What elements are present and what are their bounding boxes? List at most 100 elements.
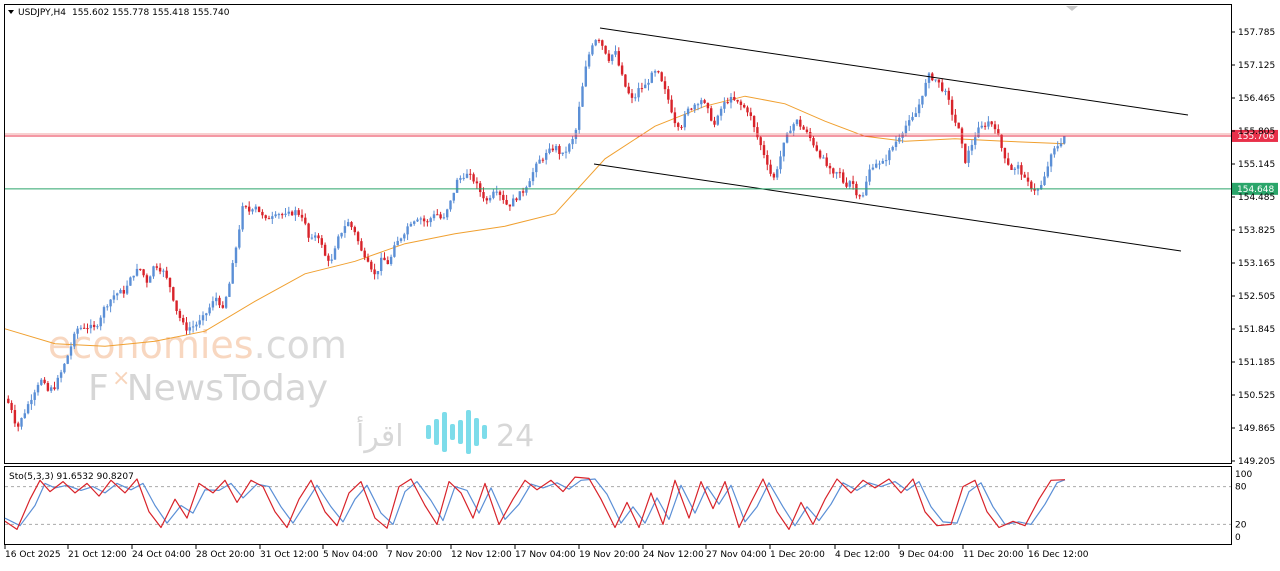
candle [851, 175, 855, 190]
candle [360, 238, 363, 252]
candle [587, 51, 591, 69]
candle [637, 82, 640, 102]
candle [125, 280, 129, 296]
candle [696, 102, 700, 111]
candle [340, 232, 343, 239]
stoch-level-label: 0 [1235, 533, 1241, 543]
candle [310, 233, 314, 240]
candle [914, 107, 917, 118]
candle [898, 133, 901, 144]
candle [297, 208, 300, 217]
x-tick-label: 4 Dec 12:00 [835, 550, 890, 560]
candle [650, 71, 653, 84]
candle [917, 98, 921, 118]
candle [271, 211, 274, 225]
candle [244, 205, 248, 209]
candle [221, 301, 224, 309]
channel-upper-line[interactable] [599, 27, 1189, 116]
candle [505, 194, 508, 206]
candle [439, 211, 442, 220]
candle [188, 321, 191, 335]
caret-down-icon[interactable] [8, 10, 14, 14]
candle [1010, 163, 1013, 171]
candle [465, 169, 469, 179]
candle [1016, 161, 1020, 175]
candle [795, 119, 799, 127]
candle [142, 268, 145, 278]
candle [822, 154, 825, 159]
candle [215, 292, 218, 306]
ma-line [4, 95, 1066, 347]
candle [389, 254, 393, 266]
candle [832, 167, 835, 178]
candle [294, 206, 297, 221]
candle [66, 355, 69, 365]
candle [284, 207, 287, 218]
candle [789, 125, 792, 134]
candle [690, 107, 693, 111]
candle [363, 247, 366, 261]
candle [528, 178, 531, 188]
level-tag-label: 154.648 [1237, 185, 1274, 195]
candle [277, 212, 281, 219]
candle [370, 259, 373, 273]
candle [713, 116, 716, 128]
candle [607, 50, 611, 63]
candle [455, 177, 459, 194]
candle [380, 252, 383, 276]
candle [63, 363, 66, 374]
candle [630, 88, 634, 104]
channel-lower-line[interactable] [593, 163, 1182, 252]
candle [281, 212, 284, 219]
candle [30, 394, 33, 410]
candle [165, 266, 168, 280]
candle [627, 82, 630, 95]
candle [957, 122, 960, 129]
candle [109, 299, 112, 313]
y-tick-label: 154.485 [1238, 193, 1275, 203]
x-tick-label: 11 Dec 20:00 [963, 550, 1024, 560]
candle [578, 101, 581, 135]
candle [512, 194, 515, 207]
x-tick-label: 12 Nov 12:00 [451, 550, 512, 560]
candle [891, 145, 894, 152]
candle [1013, 167, 1016, 175]
candle [40, 378, 43, 386]
candle [776, 166, 779, 180]
candle [647, 79, 650, 91]
candle [716, 114, 719, 126]
candle [1053, 145, 1056, 158]
candle [726, 97, 729, 105]
y-tick-label: 150.525 [1238, 391, 1275, 401]
time-axis: 16 Oct 2025 21 Oct 12:00 24 Oct 04:00 28 Oc… [4, 545, 1089, 560]
candle [802, 124, 805, 130]
candle [482, 187, 485, 202]
candle [723, 97, 726, 113]
candle [591, 43, 594, 56]
x-tick-label: 5 Nov 04:00 [323, 550, 378, 560]
candle [426, 219, 429, 227]
candle [970, 139, 974, 156]
candle [182, 314, 185, 325]
candle [251, 208, 254, 215]
candle [257, 206, 261, 213]
candle [782, 142, 785, 162]
candle [875, 159, 878, 169]
candle [366, 253, 370, 263]
y-tick-label: 151.185 [1238, 358, 1275, 368]
candle [99, 315, 102, 331]
candle [667, 85, 670, 104]
candle [703, 98, 706, 104]
candle [594, 39, 597, 47]
candle [254, 204, 257, 213]
svg-text:×: × [112, 366, 130, 391]
candle [208, 303, 211, 316]
candle [719, 106, 723, 121]
candle [1049, 153, 1053, 173]
candle [888, 148, 891, 165]
candle [541, 157, 545, 163]
candle [393, 241, 396, 258]
bid-tag [1232, 129, 1278, 142]
candle [13, 404, 17, 427]
